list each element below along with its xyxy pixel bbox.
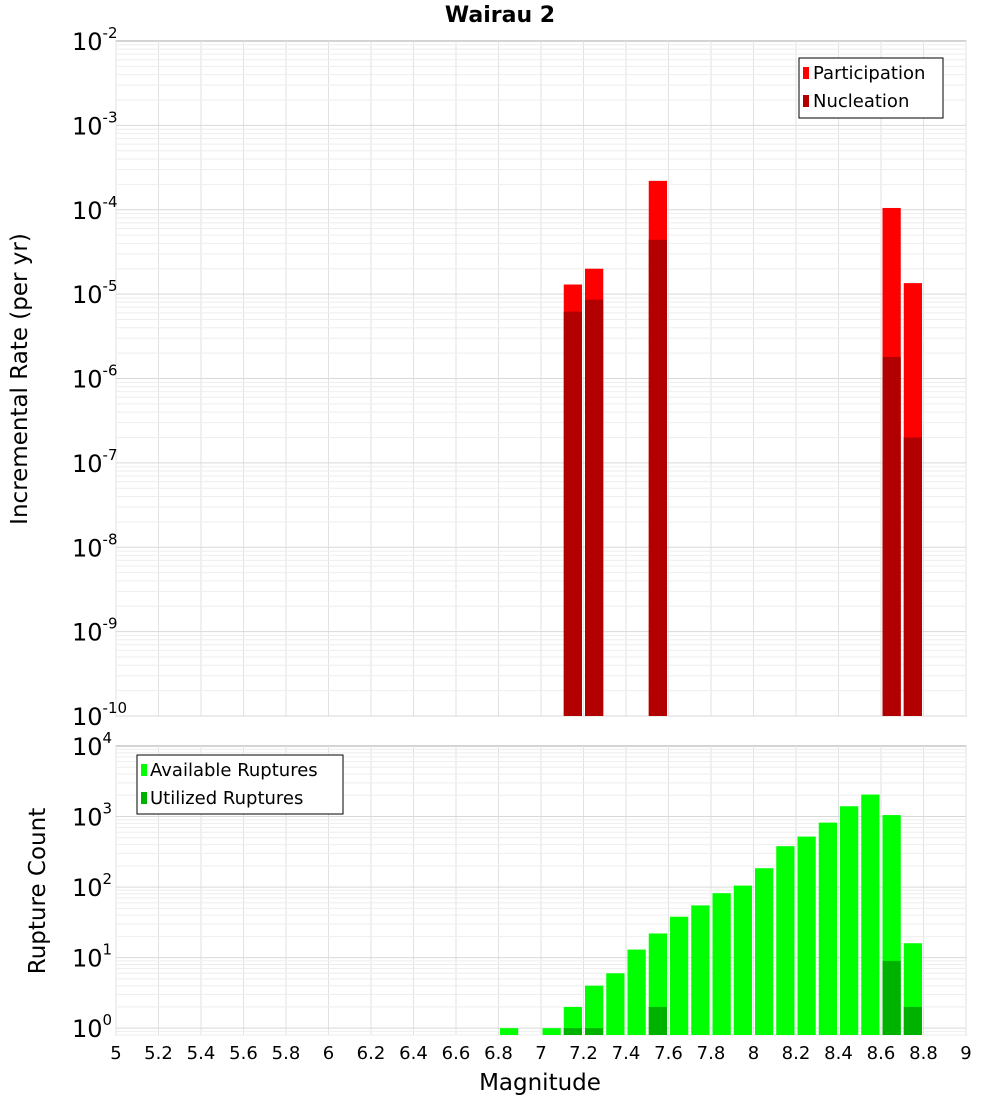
legend-label-participation: Participation: [813, 63, 925, 84]
top-legend: Participation Nucleation: [798, 57, 944, 119]
x-tick-label: 6.2: [357, 1043, 386, 1064]
bottom-y-tick-label: 103: [72, 800, 112, 832]
bottom-y-tick-label: 102: [72, 870, 112, 902]
legend-swatch-participation: [803, 67, 809, 79]
bottom-bar-s2: [585, 1028, 604, 1035]
bottom-bar-s1: [712, 893, 731, 1035]
x-tick-label: 5.8: [272, 1043, 301, 1064]
x-axis-label: Magnitude: [479, 1070, 601, 1096]
bottom-bar-s1: [861, 794, 880, 1035]
top-y-tick-label: 10-2: [72, 24, 118, 56]
top-bar-s2: [585, 299, 604, 716]
bottom-legend-box: [136, 754, 344, 815]
bottom-y-axis-label: Rupture Count: [25, 808, 51, 974]
top-y-axis-label: Incremental Rate (per yr): [7, 233, 33, 525]
bottom-legend: Available Ruptures Utilized Ruptures: [136, 754, 344, 815]
x-tick-label: 8.6: [867, 1043, 896, 1064]
x-tick-label: 6.4: [399, 1043, 428, 1064]
bottom-bar-s1: [585, 985, 604, 1035]
top-bar-s2: [903, 437, 922, 716]
top-legend-box: [798, 57, 944, 119]
x-tick-label: 5.2: [144, 1043, 173, 1064]
top-y-tick-label: 10-5: [72, 277, 118, 309]
bottom-bar-s2: [882, 960, 901, 1035]
x-tick-label: 7: [535, 1043, 546, 1064]
bottom-bars: [500, 794, 922, 1035]
bottom-y-tick-label: 101: [72, 941, 112, 973]
x-tick-labels: 5 5.2 5.4 5.6 5.8 6 6.2 6.4 6.6 6.8 7 7.2 7.4 7.6 7.8 8…: [110, 1043, 971, 1064]
top-y-ticks: 10-2 10-3 10-4 10-5 10-6 10-7 10-8 10-9 10-10: [72, 24, 127, 731]
x-tick-label: 7.2: [569, 1043, 598, 1064]
bottom-bar-s2: [648, 1006, 667, 1035]
bottom-bar-s2: [903, 1006, 922, 1035]
bottom-bar-s2: [563, 1028, 582, 1035]
legend-label-available: Available Ruptures: [150, 760, 318, 781]
top-y-tick-label: 10-8: [72, 530, 118, 562]
x-tick-label: 6.6: [442, 1043, 471, 1064]
bottom-bar-s1: [733, 885, 752, 1035]
x-tick-label: 5.4: [187, 1043, 216, 1064]
bottom-y-tick-label: 100: [72, 1011, 112, 1043]
legend-label-utilized: Utilized Ruptures: [150, 788, 303, 809]
top-y-tick-label: 10-9: [72, 615, 118, 647]
x-tick-label: 5: [110, 1043, 121, 1064]
top-grid: [115, 41, 967, 717]
top-bars: [563, 180, 922, 716]
x-tick-label: 5.6: [229, 1043, 258, 1064]
top-bar-s2: [882, 356, 901, 716]
top-y-tick-label: 10-4: [72, 193, 118, 225]
top-y-tick-label: 10-10: [72, 699, 127, 731]
legend-swatch-available: [141, 764, 147, 776]
bottom-bar-s1: [776, 846, 795, 1035]
x-tick-label: 7.6: [654, 1043, 683, 1064]
bottom-bar-s1: [542, 1028, 561, 1035]
top-panel: 10-2 10-3 10-4 10-5 10-6 10-7 10-8 10-9 10-10 In…: [7, 24, 967, 731]
x-tick-label: 7.4: [612, 1043, 641, 1064]
top-bar-s2: [563, 311, 582, 716]
x-tick-label: 7.8: [697, 1043, 726, 1064]
x-tick-label: 8.4: [824, 1043, 853, 1064]
x-tick-label: 6: [323, 1043, 334, 1064]
bottom-y-tick-label: 104: [72, 729, 112, 761]
top-bar-s2: [648, 239, 667, 716]
legend-label-nucleation: Nucleation: [813, 91, 909, 112]
bottom-bar-s1: [627, 949, 646, 1035]
bottom-bar-s1: [606, 973, 625, 1035]
chart-title: Wairau 2: [445, 3, 555, 28]
legend-swatch-utilized: [141, 792, 147, 804]
top-y-tick-label: 10-3: [72, 108, 118, 140]
bottom-bar-s1: [818, 822, 837, 1035]
x-tick-label: 9: [960, 1043, 971, 1064]
bottom-bar-s1: [840, 806, 859, 1035]
x-tick-label: 8.2: [782, 1043, 811, 1064]
x-tick-label: 8: [748, 1043, 759, 1064]
bottom-bar-s1: [755, 868, 774, 1035]
top-y-tick-label: 10-7: [72, 446, 118, 478]
bottom-bar-s1: [670, 916, 689, 1035]
x-tick-label: 8.8: [909, 1043, 938, 1064]
bottom-y-ticks: 104 103 102 101 100: [72, 729, 112, 1043]
bottom-panel: 104 103 102 101 100 Rupture Count Available …: [25, 729, 967, 1043]
bottom-bar-s1: [797, 836, 816, 1035]
bottom-bar-s1: [500, 1028, 519, 1035]
top-y-tick-label: 10-6: [72, 362, 118, 394]
bottom-bar-s1: [563, 1006, 582, 1035]
legend-swatch-nucleation: [803, 95, 809, 107]
x-tick-label: 6.8: [484, 1043, 513, 1064]
bottom-bar-s1: [691, 905, 710, 1035]
